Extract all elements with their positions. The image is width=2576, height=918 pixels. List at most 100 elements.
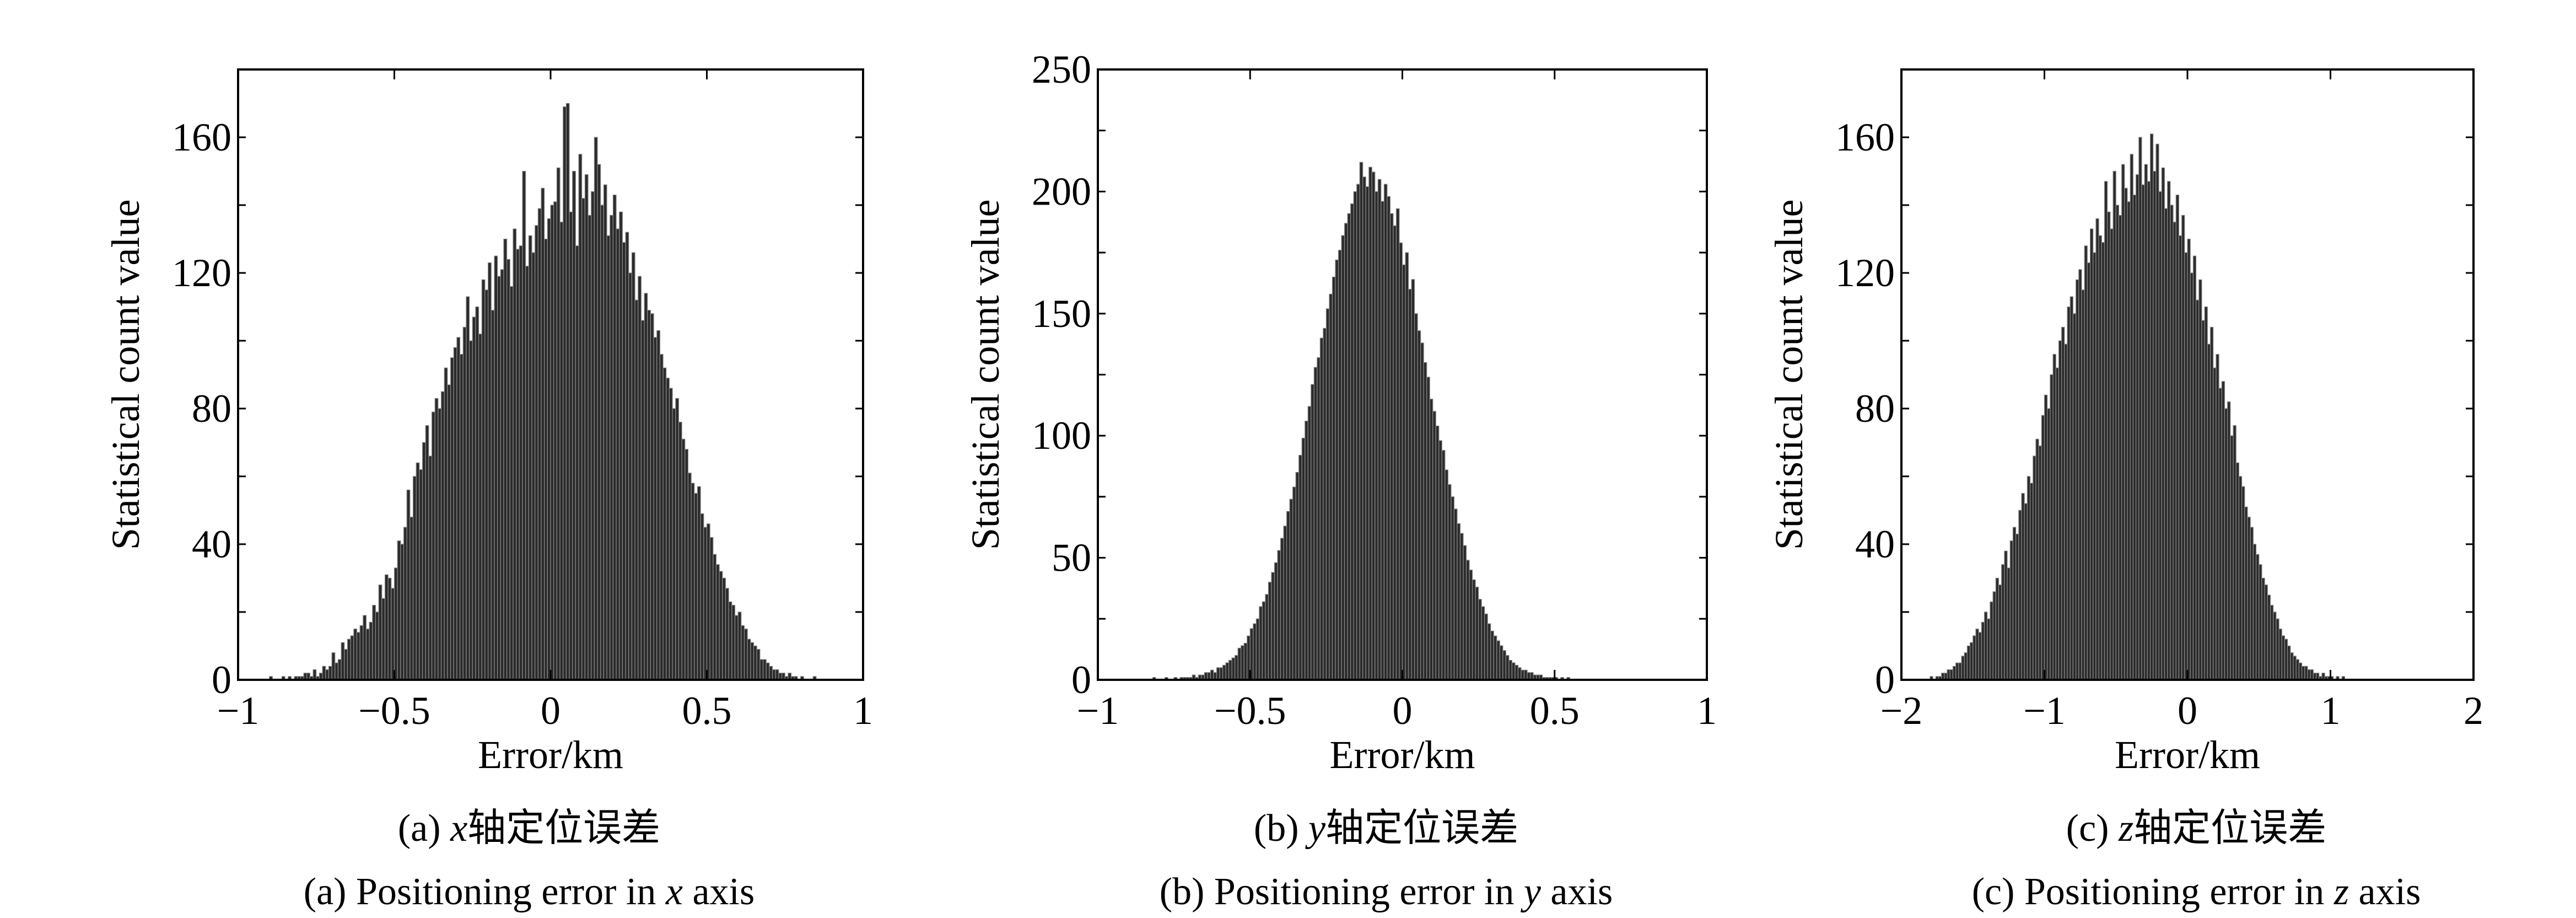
histogram-bar [2029,482,2034,680]
histogram-bar [772,669,776,680]
histogram-bar [647,310,651,680]
histogram-bar [2295,659,2300,680]
histogram-bar [541,187,545,680]
histogram-bar [484,289,489,680]
histogram-bar [2127,201,2131,680]
histogram-bar [675,398,680,680]
histogram-bar [1317,357,1321,680]
histogram-bar [612,194,617,680]
histogram-bar [631,252,635,680]
histogram-bar [1947,669,1950,680]
histogram-bar [1459,533,1464,680]
histogram-bar [1515,664,1519,680]
histogram-bar [2216,353,2219,680]
histogram-bar [1241,645,1244,680]
histogram-bar [1383,184,1388,680]
histogram-bar [1387,196,1391,680]
histogram-bar [2284,638,2288,680]
histogram-bar [2124,187,2128,680]
histogram-bar [2302,665,2305,680]
histogram-bar [2087,262,2091,680]
histogram-bar [1231,657,1236,680]
histogram-bar [487,262,492,680]
histogram-bar [2135,174,2140,680]
histogram-bar [672,408,676,680]
histogram-bar [706,523,710,680]
histogram-bar [2304,665,2308,680]
histogram-bar [2207,343,2211,680]
histogram-bar [581,198,585,680]
histogram-bar [1222,664,1226,680]
x-axis-label: Error/km [1330,733,1475,777]
histogram-bar [2155,143,2159,680]
histogram-bar [634,299,639,680]
histogram-bar [747,638,751,680]
histogram-bar [537,208,542,680]
histogram-bar [2287,645,2291,680]
histogram-bar [2001,564,2005,680]
histogram-bar [603,184,607,680]
histogram-bar [2024,503,2028,680]
histogram-panel-2: −1 −0.5 0 0.5 1 0 50 100 150 200 250 Error/km Statis… [963,47,1717,913]
histogram-bar [2044,394,2048,680]
histogram-bar [1271,572,1275,680]
histogram-bar [1478,599,1482,680]
histogram-bar [1484,613,1488,680]
histogram-bar [1523,669,1528,680]
histogram-bar [1423,362,1427,680]
histogram-bar [1283,525,1287,680]
histogram-bar [2278,629,2282,680]
histogram-bar [2244,506,2248,680]
histogram-bar [1341,235,1345,680]
histogram-bar [2095,218,2099,680]
histogram-bar [2141,184,2145,680]
histogram-bar [1356,184,1360,680]
histogram-bar [2075,279,2079,680]
chart-panels: −1 −0.5 0 0.5 104080120160Error/kmStatistica… [104,47,2483,913]
histogram-bar [1511,662,1516,680]
histogram-bar [656,330,661,680]
histogram-bar [359,625,364,680]
histogram-bar [1487,623,1491,680]
histogram-bar [1311,384,1314,680]
histogram-bar [2138,137,2142,680]
histogram-bar [1447,484,1452,680]
histogram-bar [1375,191,1378,680]
histogram-bar [2070,296,2073,680]
histogram-bar [2173,222,2176,680]
histogram-bar [691,482,695,680]
histogram-bar [616,228,620,680]
histogram-bar [575,245,579,680]
histogram-bar [2067,306,2071,680]
x-tick-label: 0 [541,689,561,733]
x-tick-label: 0.5 [1530,689,1580,733]
histogram-bars [1930,133,2346,680]
histogram-bar [569,211,573,680]
histogram-bar [2107,211,2111,680]
histogram-bar [525,266,529,680]
histogram-bar [1499,645,1503,680]
histogram-bar [1265,594,1269,680]
histogram-bar [1998,584,2002,680]
histogram-bar [1438,440,1442,680]
histogram-bar [522,170,526,680]
y-axis-label: Statistical count value [963,200,1007,550]
histogram-bar [1417,330,1421,680]
histogram-bar [2149,133,2154,680]
histogram-bar [719,571,723,680]
histogram-bar [1481,606,1485,680]
caption-english: (b) Positioning error in y axis [1160,871,1613,913]
histogram-bar [2293,656,2297,680]
histogram-bar [2098,235,2102,680]
histogram-bar [1210,669,1214,680]
histogram-bar [1325,308,1330,680]
histogram-bar [1435,425,1440,680]
histogram-bar [468,340,473,680]
histogram-bar [1955,662,1959,680]
histogram-bar [1219,667,1224,680]
histogram-bar [325,669,330,680]
histogram-bar [588,214,592,680]
x-tick-label: 1 [853,689,873,733]
histogram-bar [1472,579,1476,680]
histogram-bar [2164,208,2168,680]
